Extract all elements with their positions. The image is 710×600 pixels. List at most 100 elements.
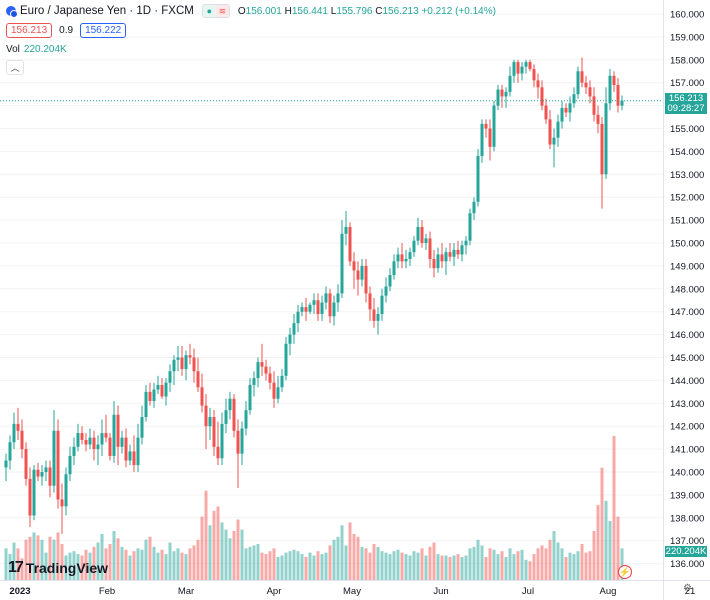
candle[interactable] [416, 217, 420, 246]
settings-button[interactable]: ⚙ [683, 583, 692, 594]
market-status-indicator[interactable]: ● ≋ [201, 4, 230, 18]
candle[interactable] [460, 240, 464, 262]
candle[interactable] [480, 119, 484, 163]
candle[interactable] [4, 453, 8, 482]
candle[interactable] [328, 288, 332, 324]
candle[interactable] [560, 101, 564, 129]
candle[interactable] [396, 247, 400, 269]
candle[interactable] [452, 243, 456, 266]
candle[interactable] [308, 302, 312, 314]
candle[interactable] [48, 460, 52, 498]
candle[interactable] [288, 327, 292, 356]
candle[interactable] [196, 357, 200, 392]
candle[interactable] [528, 59, 532, 72]
candle[interactable] [124, 428, 128, 468]
candle[interactable] [392, 254, 396, 280]
candle[interactable] [244, 401, 248, 436]
candle[interactable] [268, 366, 272, 390]
candle[interactable] [408, 247, 412, 266]
candle[interactable] [224, 398, 228, 434]
candle[interactable] [364, 259, 368, 303]
candle[interactable] [516, 59, 520, 83]
candle[interactable] [136, 423, 140, 472]
candle[interactable] [240, 421, 244, 466]
candle[interactable] [472, 197, 476, 221]
candle[interactable] [256, 357, 260, 388]
candle[interactable] [108, 433, 112, 461]
candle[interactable] [40, 465, 44, 486]
candle[interactable] [128, 444, 132, 466]
candle[interactable] [376, 307, 380, 335]
candle[interactable] [104, 414, 108, 443]
candle[interactable] [132, 435, 136, 472]
candle[interactable] [388, 268, 392, 292]
candle[interactable] [16, 407, 20, 440]
candle[interactable] [12, 412, 16, 450]
candle[interactable] [404, 249, 408, 269]
candle[interactable] [584, 75, 588, 95]
candle[interactable] [208, 407, 212, 440]
candle[interactable] [592, 87, 596, 122]
candle[interactable] [400, 243, 404, 269]
candle[interactable] [556, 114, 560, 147]
candle[interactable] [228, 391, 232, 420]
candle[interactable] [36, 462, 40, 482]
candle[interactable] [204, 394, 208, 450]
candle[interactable] [56, 419, 60, 509]
candle[interactable] [316, 293, 320, 321]
candle[interactable] [24, 442, 28, 486]
candle[interactable] [496, 84, 500, 111]
candle[interactable] [500, 84, 504, 108]
candle[interactable] [492, 101, 496, 152]
candle[interactable] [96, 435, 100, 466]
candle[interactable] [28, 467, 32, 527]
candle[interactable] [348, 222, 352, 266]
candle[interactable] [512, 59, 516, 83]
candle[interactable] [524, 59, 528, 74]
candle[interactable] [76, 423, 80, 452]
candle[interactable] [476, 149, 480, 207]
candle[interactable] [340, 220, 344, 298]
candle[interactable] [8, 435, 12, 470]
candle[interactable] [144, 384, 148, 422]
candle[interactable] [60, 483, 64, 534]
candle[interactable] [152, 382, 156, 408]
candle[interactable] [616, 78, 620, 113]
candle[interactable] [100, 419, 104, 456]
candle[interactable] [52, 410, 56, 493]
candle[interactable] [352, 252, 356, 289]
candle[interactable] [600, 117, 604, 209]
candle[interactable] [536, 73, 540, 99]
candle[interactable] [412, 236, 416, 257]
candle[interactable] [372, 297, 376, 328]
buy-button[interactable]: 156.222 [80, 23, 127, 38]
candle[interactable] [360, 259, 364, 287]
candle[interactable] [448, 243, 452, 262]
candle[interactable] [252, 371, 256, 397]
candle[interactable] [232, 394, 236, 438]
alert-button[interactable]: ⚡ [618, 565, 632, 579]
candle[interactable] [192, 348, 196, 383]
candle[interactable] [116, 405, 120, 466]
candle[interactable] [380, 288, 384, 321]
candle[interactable] [620, 95, 624, 111]
candle[interactable] [80, 426, 84, 445]
candle[interactable] [188, 343, 192, 365]
candle[interactable] [588, 80, 592, 104]
candle[interactable] [168, 364, 172, 392]
candle[interactable] [444, 247, 448, 276]
candle[interactable] [92, 430, 96, 461]
candle[interactable] [576, 66, 580, 99]
candle[interactable] [44, 460, 48, 482]
candle[interactable] [300, 302, 304, 317]
candle[interactable] [140, 405, 144, 445]
candle[interactable] [324, 286, 328, 310]
candle[interactable] [284, 336, 288, 381]
candle[interactable] [120, 430, 124, 454]
candle[interactable] [564, 103, 568, 118]
candle[interactable] [436, 247, 440, 273]
candle[interactable] [176, 346, 180, 372]
candle[interactable] [160, 378, 164, 399]
candle[interactable] [212, 410, 216, 456]
